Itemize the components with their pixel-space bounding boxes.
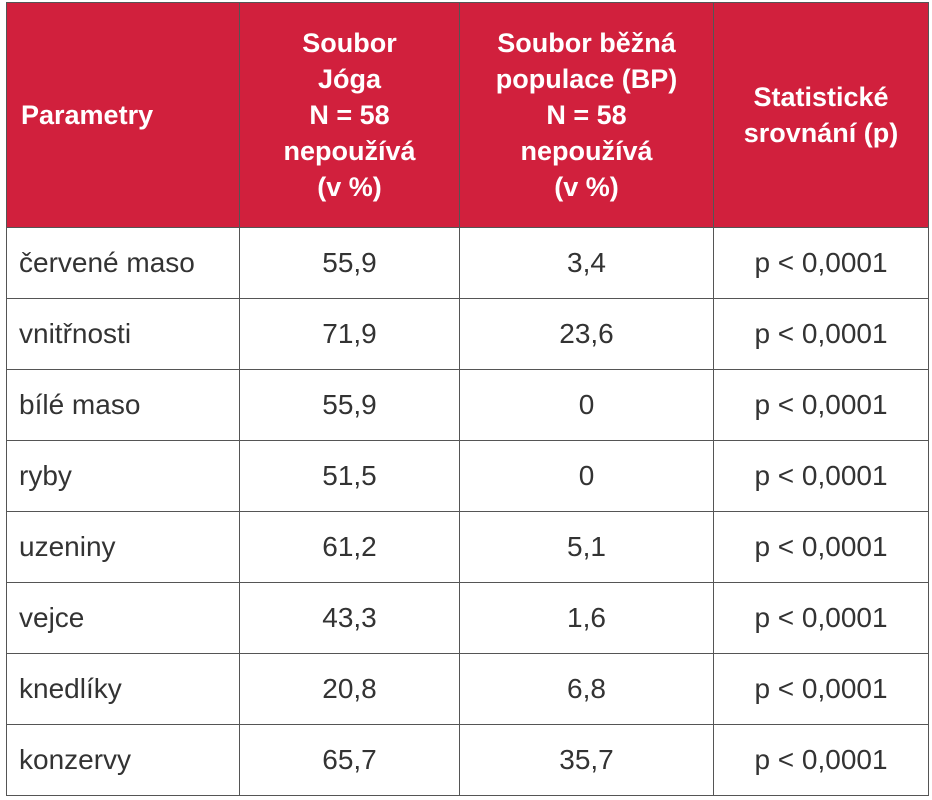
cell-p-value: p < 0,0001 bbox=[713, 298, 929, 370]
header-bp-line: N = 58 bbox=[546, 100, 627, 130]
cell-bp: 1,6 bbox=[459, 582, 714, 654]
cell-joga: 55,9 bbox=[239, 227, 460, 299]
cell-parameter: vejce bbox=[6, 582, 240, 654]
table-row: konzervy 65,7 35,7 p < 0,0001 bbox=[6, 724, 929, 796]
table-container: Parametry Soubor Jóga N = 58 nepoužívá (… bbox=[6, 2, 929, 796]
table-row: červené maso 55,9 3,4 p < 0,0001 bbox=[6, 227, 929, 299]
cell-joga: 20,8 bbox=[239, 653, 460, 725]
cell-p-value: p < 0,0001 bbox=[713, 582, 929, 654]
table-row: bílé maso 55,9 0 p < 0,0001 bbox=[6, 369, 929, 441]
cell-joga: 55,9 bbox=[239, 369, 460, 441]
cell-joga: 51,5 bbox=[239, 440, 460, 512]
cell-parameter: bílé maso bbox=[6, 369, 240, 441]
cell-bp: 6,8 bbox=[459, 653, 714, 725]
cell-bp: 35,7 bbox=[459, 724, 714, 796]
cell-bp: 3,4 bbox=[459, 227, 714, 299]
cell-parameter: knedlíky bbox=[6, 653, 240, 725]
cell-p-value: p < 0,0001 bbox=[713, 511, 929, 583]
header-bp-line: populace (BP) bbox=[495, 64, 678, 94]
cell-bp: 0 bbox=[459, 369, 714, 441]
table-row: vejce 43,3 1,6 p < 0,0001 bbox=[6, 582, 929, 654]
header-parametry-text: Parametry bbox=[21, 100, 154, 130]
cell-joga: 61,2 bbox=[239, 511, 460, 583]
cell-p-value: p < 0,0001 bbox=[713, 369, 929, 441]
header-soubor-joga: Soubor Jóga N = 58 nepoužívá (v %) bbox=[239, 2, 460, 228]
cell-p-value: p < 0,0001 bbox=[713, 653, 929, 725]
header-bp-line: Soubor běžná bbox=[497, 28, 676, 58]
cell-parameter: ryby bbox=[6, 440, 240, 512]
table-body: červené maso 55,9 3,4 p < 0,0001 vnitřno… bbox=[6, 227, 929, 796]
header-stat-line: Statistické bbox=[753, 82, 889, 112]
header-bp-line: nepoužívá bbox=[520, 136, 653, 166]
cell-parameter: vnitřnosti bbox=[6, 298, 240, 370]
header-joga-line: Soubor bbox=[302, 28, 397, 58]
data-table: Parametry Soubor Jóga N = 58 nepoužívá (… bbox=[6, 2, 929, 796]
header-row: Parametry Soubor Jóga N = 58 nepoužívá (… bbox=[6, 2, 929, 228]
cell-bp: 5,1 bbox=[459, 511, 714, 583]
cell-parameter: uzeniny bbox=[6, 511, 240, 583]
header-bp-line: (v %) bbox=[554, 172, 619, 202]
table-row: vnitřnosti 71,9 23,6 p < 0,0001 bbox=[6, 298, 929, 370]
header-soubor-bp: Soubor běžná populace (BP) N = 58 nepouž… bbox=[459, 2, 714, 228]
header-parametry: Parametry bbox=[6, 2, 240, 228]
cell-joga: 43,3 bbox=[239, 582, 460, 654]
table-row: uzeniny 61,2 5,1 p < 0,0001 bbox=[6, 511, 929, 583]
header-statisticke-srovnani: Statistické srovnání (p) bbox=[713, 2, 929, 228]
cell-p-value: p < 0,0001 bbox=[713, 227, 929, 299]
table-row: knedlíky 20,8 6,8 p < 0,0001 bbox=[6, 653, 929, 725]
header-joga-line: N = 58 bbox=[309, 100, 390, 130]
cell-joga: 71,9 bbox=[239, 298, 460, 370]
table-row: ryby 51,5 0 p < 0,0001 bbox=[6, 440, 929, 512]
cell-bp: 0 bbox=[459, 440, 714, 512]
cell-parameter: konzervy bbox=[6, 724, 240, 796]
table-header: Parametry Soubor Jóga N = 58 nepoužívá (… bbox=[6, 2, 929, 228]
cell-p-value: p < 0,0001 bbox=[713, 724, 929, 796]
header-joga-line: nepoužívá bbox=[283, 136, 416, 166]
header-stat-line: srovnání (p) bbox=[743, 118, 899, 148]
header-joga-line: Jóga bbox=[317, 64, 382, 94]
cell-joga: 65,7 bbox=[239, 724, 460, 796]
cell-p-value: p < 0,0001 bbox=[713, 440, 929, 512]
header-joga-line: (v %) bbox=[317, 172, 382, 202]
cell-parameter: červené maso bbox=[6, 227, 240, 299]
cell-bp: 23,6 bbox=[459, 298, 714, 370]
